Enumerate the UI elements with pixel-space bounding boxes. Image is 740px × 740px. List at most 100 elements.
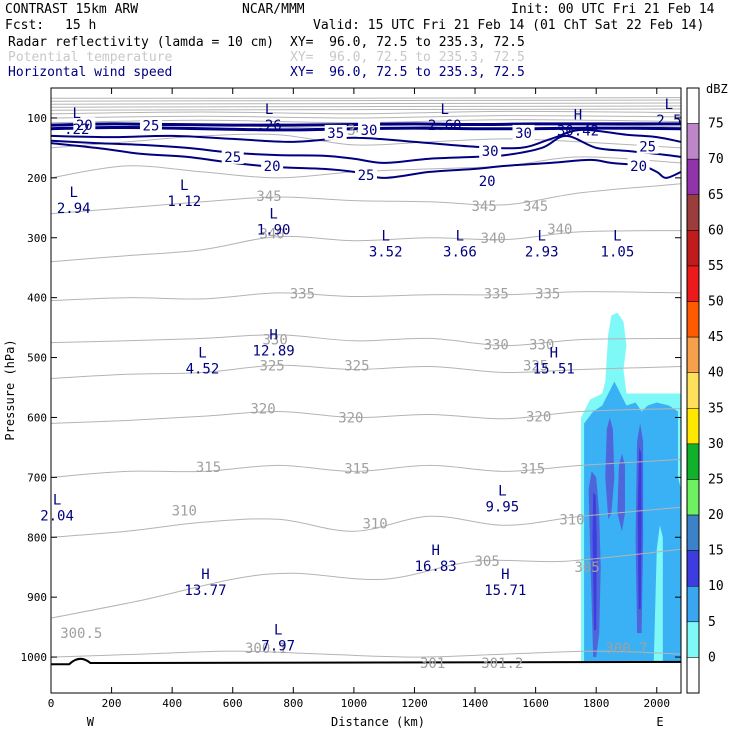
colorbar-swatch [686, 657, 700, 694]
wind-label-bg [355, 166, 377, 182]
theta-label: 330 [484, 337, 509, 353]
colorbar-label: 50 [708, 295, 724, 310]
extremum-type: L [537, 229, 545, 245]
model-title: CONTRAST 15km ARW [5, 2, 139, 17]
wind-label-bg [358, 121, 381, 137]
theta-label: 320 [338, 410, 363, 426]
theta-label: 330 [529, 337, 554, 353]
extremum-type: H [269, 328, 277, 344]
field-name-wind: Horizontal wind speed [8, 65, 173, 80]
theta-label: 340 [259, 227, 284, 243]
theta-contour-390 [51, 102, 681, 105]
theta-contour-315 [51, 458, 681, 478]
wind-contour-25 [51, 134, 681, 164]
contour-labels-layer: 3453453453453403403403353353353303303303… [40, 97, 681, 672]
forecast-label: Fcst: [5, 18, 45, 33]
theta-label: 315 [520, 461, 545, 477]
colorbar-label: 25 [708, 472, 724, 487]
org-label: NCAR/MMM [242, 2, 305, 17]
extremum-type: L [274, 622, 282, 638]
wind-label: 30 [515, 126, 532, 142]
x-tick-label: 1000 [341, 697, 368, 710]
extremum-type: L [498, 483, 506, 499]
theta-label: 300.5 [60, 626, 102, 642]
theta-label: 315 [196, 460, 221, 476]
theta-label: 300.1 [245, 641, 287, 657]
y-tick-label: 700 [27, 471, 47, 484]
theta-label: 301 [420, 656, 445, 672]
reflectivity-cell-15dbz [617, 453, 625, 532]
theta-label: 310 [559, 512, 584, 528]
extremum-value: 2.04 [40, 508, 74, 524]
theta-label: 345 [523, 199, 548, 215]
theta-label: 310 [172, 503, 197, 519]
colorbar-label: 30 [708, 437, 724, 452]
wind-label-bg [221, 148, 244, 164]
theta-label: 301.2 [481, 656, 523, 672]
colorbar-swatch [686, 265, 700, 302]
x-tick-label: 2000 [644, 697, 671, 710]
colorbar-units: dBZ [706, 82, 728, 96]
x-tick-label: 1200 [401, 697, 428, 710]
extremum-type: L [441, 102, 449, 118]
theta-contour-385 [51, 105, 681, 108]
colorbar-swatch [686, 443, 700, 480]
wind-label: 25 [224, 150, 241, 166]
theta-label: 325 [259, 358, 284, 374]
theta-contour-305 [51, 548, 681, 619]
valid-time: Valid: 15 UTC Fri 21 Feb 14 (01 ChT Sat … [313, 18, 705, 33]
colorbar-swatch [686, 230, 700, 267]
field-xy-wind: XY= 96.0, 72.5 to 235.3, 72.5 [290, 65, 525, 80]
extremum-value: 15.71 [484, 583, 526, 599]
extremum-value: .26 [256, 118, 281, 134]
extremum-value: 2.94 [57, 201, 91, 217]
colorbar-swatch [686, 550, 700, 587]
colorbar-label: 45 [708, 330, 724, 345]
extremum-type: L [456, 229, 464, 245]
x-tick-label: 1400 [462, 697, 489, 710]
reflectivity-cell-20dbz [592, 492, 597, 631]
extremum-value: 4.52 [186, 362, 220, 378]
wind-label: 25 [143, 119, 160, 135]
theta-label: 315 [344, 461, 369, 477]
theta-label: 335 [484, 286, 509, 302]
colorbar-label: 35 [708, 401, 724, 416]
theta-contour-320 [51, 408, 681, 424]
west-label: W [87, 715, 95, 729]
wind-label-bg [627, 157, 650, 173]
east-label: E [656, 715, 663, 729]
forecast-hours: 15 h [65, 18, 97, 33]
extremum-value: 12.89 [253, 344, 295, 360]
x-tick-label: 800 [283, 697, 303, 710]
wind-label-bg [261, 157, 284, 173]
extremum-value: 3.52 [369, 245, 403, 261]
plot-frame [50, 87, 682, 694]
terrain-line [51, 657, 681, 666]
theta-contour-370 [51, 115, 681, 119]
colorbar-swatch [686, 336, 700, 373]
y-tick-label: 100 [27, 112, 47, 125]
extremum-type: L [53, 492, 61, 508]
y-axis-label: Pressure (hPa) [3, 339, 17, 440]
theta-label: 325 [523, 358, 548, 374]
theta-label: 310 [362, 516, 387, 532]
y-tick-label: 300 [27, 232, 47, 245]
theta-label: 330 [262, 333, 287, 349]
extremum-type: L [265, 102, 273, 118]
colorbar-frame [686, 87, 700, 694]
extremum-type: H [431, 543, 439, 559]
extremum-type: H [501, 567, 509, 583]
wind-label: 20 [76, 118, 93, 134]
colorbar-label: 5 [708, 615, 716, 630]
colorbar-swatch [686, 158, 700, 196]
extremum-type: H [550, 346, 558, 362]
init-time: Init: 00 UTC Fri 21 Feb 14 [511, 2, 715, 17]
theta-label: 305 [574, 560, 599, 576]
extremum-value: 1.90 [257, 223, 291, 239]
wind-label-bg [636, 138, 659, 154]
wind-label: 25 [639, 140, 656, 156]
theta-contour-400 [51, 97, 681, 99]
theta-contour-375 [51, 110, 681, 115]
field-xy-reflectivity: XY= 96.0, 72.5 to 235.3, 72.5 [290, 35, 525, 50]
